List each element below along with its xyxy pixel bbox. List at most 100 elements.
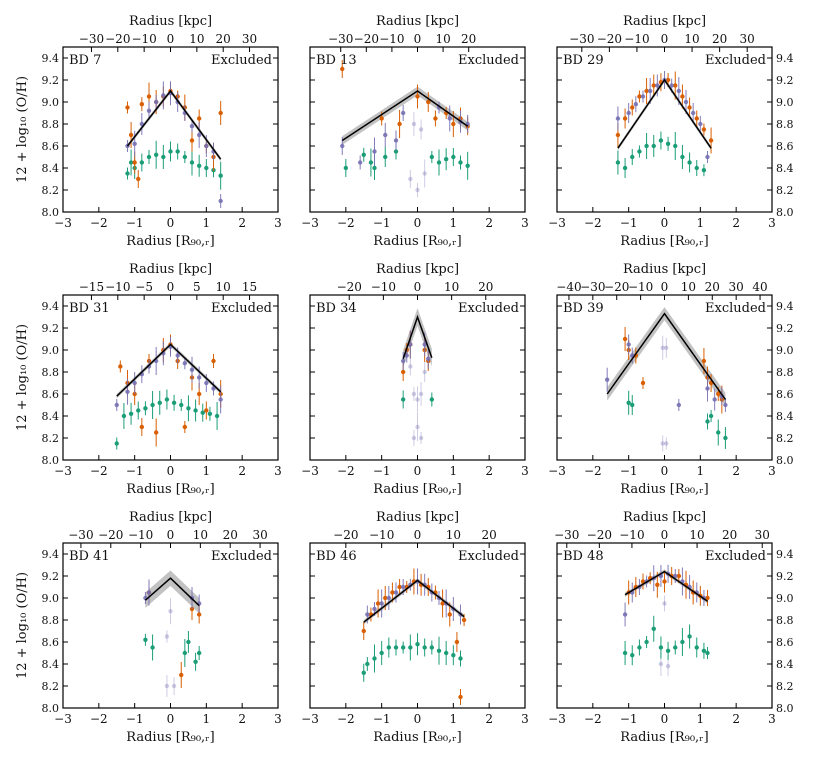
y-tick-label: 8.8: [42, 614, 60, 627]
purple-point: [683, 99, 689, 105]
green-point: [665, 141, 671, 146]
y-tick-label: 9.2: [42, 570, 60, 583]
purple-point: [647, 88, 653, 94]
kpc-tick-label: 15: [242, 280, 257, 294]
kpc-tick-label: 10: [689, 528, 704, 542]
kpc-tick-label: −30: [68, 528, 93, 542]
galaxy-name: BD 41: [69, 549, 110, 564]
y-tick-label: 8.0: [776, 206, 794, 219]
green-point: [630, 653, 635, 658]
orange-point: [644, 88, 649, 94]
green-point: [451, 653, 456, 658]
green-point: [626, 400, 631, 405]
y-tick-label: 9.2: [776, 570, 794, 583]
y-tick-label: 9.4: [42, 52, 60, 65]
faint-point: [411, 121, 417, 127]
axes-frame: [62, 46, 279, 213]
green-point: [393, 149, 399, 154]
kpc-tick-label: −20: [337, 280, 362, 294]
x-tick-label: 3: [274, 712, 282, 726]
purple-point: [218, 198, 223, 204]
green-point: [723, 435, 728, 441]
x-tick-label: 0: [414, 464, 422, 478]
kpc-tick-label: 20: [223, 528, 238, 542]
y-tick-label: 8.6: [42, 388, 60, 401]
bottom-axis-label: Radius [R₉₀,ᵣ]: [126, 730, 215, 745]
green-point: [361, 152, 366, 157]
excluded-label: Excluded: [458, 53, 519, 68]
green-point: [429, 397, 435, 402]
x-tick-label: 0: [167, 216, 175, 230]
kpc-tick-label: 0: [414, 528, 422, 542]
galaxy-name: BD 7: [69, 53, 101, 68]
bottom-axis-label: Radius [R₉₀,ᵣ]: [126, 234, 215, 249]
green-point: [465, 163, 470, 168]
green-point: [408, 645, 413, 650]
x-tick-label: 0: [661, 464, 669, 478]
faint-point: [171, 683, 177, 689]
purple-point: [211, 386, 216, 391]
x-tick-label: −1: [126, 216, 144, 230]
purple-point: [400, 110, 406, 116]
orange-point: [637, 94, 642, 99]
green-point: [393, 645, 399, 650]
x-tick-label: 3: [521, 464, 529, 478]
purple-point: [626, 342, 631, 347]
orange-point: [128, 132, 134, 138]
y-tick-label: 9.0: [776, 96, 794, 109]
orange-point: [211, 358, 216, 364]
green-point: [146, 154, 152, 160]
excluded-label: Excluded: [211, 301, 272, 316]
green-point: [193, 408, 198, 413]
purple-point: [400, 358, 406, 364]
x-tick-label: −2: [90, 712, 108, 726]
orange-point: [196, 116, 202, 121]
x-tick-label: 2: [485, 464, 493, 478]
green-point: [673, 645, 678, 650]
green-point: [368, 160, 374, 165]
green-point: [701, 648, 707, 653]
kpc-tick-label: 0: [414, 32, 422, 46]
green-point: [615, 160, 621, 165]
purple-point: [175, 353, 180, 358]
orange-point: [640, 380, 646, 386]
green-point: [687, 634, 692, 639]
green-point: [400, 397, 406, 402]
fit-band: [625, 569, 708, 604]
kpc-tick-label: −15: [79, 280, 104, 294]
y-tick-label: 8.0: [776, 454, 794, 467]
panel-bd-7: −3 −2 −1 0 1 2 3−30 −20 −10 0 10 20 308.08.28.48.68.…: [15, 14, 282, 249]
purple-point: [132, 141, 137, 146]
x-tick-label: −3: [548, 216, 566, 230]
kpc-tick-label: 0: [661, 528, 669, 542]
green-point: [143, 637, 148, 642]
green-point: [701, 168, 707, 173]
green-point: [680, 639, 685, 645]
excluded-label: Excluded: [211, 549, 272, 564]
y-tick-label: 8.0: [776, 702, 794, 715]
x-tick-label: −3: [301, 712, 319, 726]
x-tick-label: −1: [373, 464, 391, 478]
fit-line: [126, 89, 222, 160]
green-point: [164, 397, 170, 402]
orange-point: [182, 424, 188, 430]
orange-point: [433, 116, 438, 121]
kpc-tick-label: 20: [461, 32, 476, 46]
top-axis-label: Radius [kpc]: [129, 14, 212, 29]
green-point: [193, 659, 198, 664]
y-tick-label: 9.4: [42, 548, 60, 561]
x-tick-label: −1: [620, 216, 638, 230]
y-tick-label: 9.2: [42, 322, 60, 335]
x-tick-label: 3: [521, 216, 529, 230]
purple-point: [153, 99, 159, 105]
purple-point: [404, 353, 409, 358]
orange-point: [451, 121, 456, 127]
faint-point: [662, 601, 667, 606]
green-point: [422, 645, 427, 650]
green-point: [644, 143, 649, 149]
green-point: [644, 639, 649, 645]
green-point: [637, 645, 642, 650]
y-tick-label: 8.4: [776, 658, 794, 671]
orange-point: [136, 176, 141, 182]
bottom-axis-label: Radius [R₉₀,ᵣ]: [620, 482, 709, 497]
